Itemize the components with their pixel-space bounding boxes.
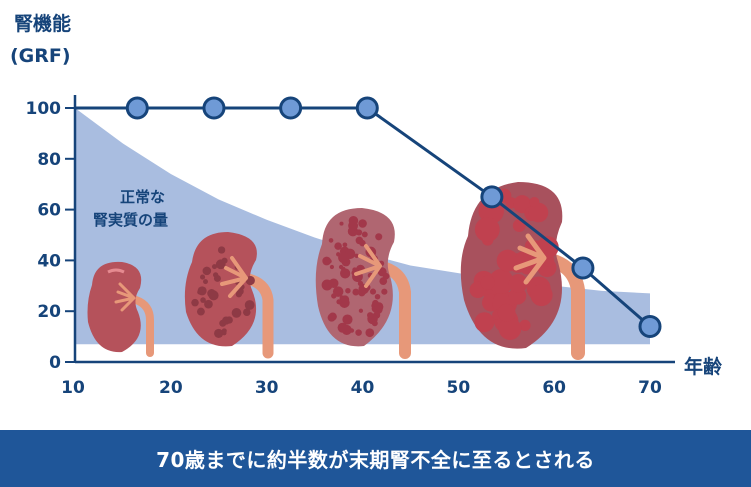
x-tick-label: 60 <box>542 378 566 398</box>
kidney-function-chart: 腎機能 (GRF) <box>10 12 723 398</box>
kidney-age-30 <box>184 232 274 359</box>
gfr-point <box>202 96 226 120</box>
area-label-line2: 腎実質の量 <box>93 211 168 229</box>
x-tick-label: 70 <box>638 378 662 398</box>
y-tick-label: 20 <box>37 302 61 322</box>
gfr-point <box>638 314 662 338</box>
kidney-age-60 <box>460 182 585 360</box>
y-axis-label-line2: (GRF) <box>10 45 71 67</box>
x-tick-label: 50 <box>446 378 470 398</box>
y-axis-label-line1: 腎機能 <box>14 12 71 35</box>
y-tick-label: 0 <box>49 353 61 373</box>
banner-text: 70歳までに約半数が末期腎不全に至るとされる <box>156 448 595 472</box>
kidney-illustrations <box>87 182 585 360</box>
gfr-point <box>279 96 303 120</box>
x-tick-label: 30 <box>255 378 279 398</box>
gfr-point <box>480 185 504 209</box>
gfr-point <box>571 256 595 280</box>
gfr-line <box>75 106 651 328</box>
x-axis-label: 年齢 <box>684 355 723 378</box>
y-tick-label: 40 <box>37 251 61 271</box>
x-tick-label: 20 <box>159 378 183 398</box>
gfr-point <box>125 96 149 120</box>
area-label-line1: 正常な <box>120 188 165 206</box>
x-tick-label: 10 <box>61 378 85 398</box>
gfr-point <box>355 96 379 120</box>
axes: 0 20 40 60 80 100 10 20 30 40 50 60 70 <box>26 95 675 398</box>
gfr-line-series <box>75 96 662 338</box>
y-tick-label: 100 <box>26 99 62 119</box>
y-tick-label: 60 <box>37 201 61 221</box>
kidney-age-40 <box>315 208 411 359</box>
y-tick-label: 80 <box>37 150 61 170</box>
bottom-banner: 70歳までに約半数が末期腎不全に至るとされる <box>0 430 751 487</box>
kidney-age-20 <box>87 261 154 357</box>
x-tick-label: 40 <box>351 378 375 398</box>
